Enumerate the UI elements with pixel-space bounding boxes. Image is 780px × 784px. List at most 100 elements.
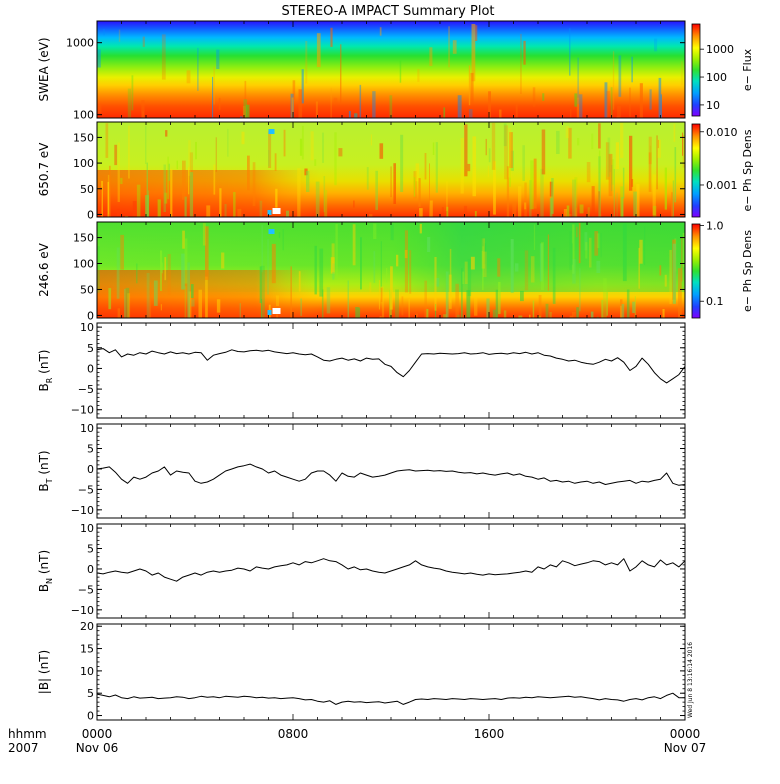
spectrogram-streak (638, 247, 640, 289)
bt-ytick-label: −10 (71, 504, 94, 517)
spectrogram-streak (131, 75, 134, 111)
spectrogram-streak (244, 80, 247, 118)
spectrogram-streak (373, 223, 377, 239)
spectrogram-streak (181, 253, 185, 290)
spectrogram-streak (608, 153, 613, 197)
spectrogram-streak (568, 127, 572, 159)
spectrogram-streak (598, 191, 600, 217)
br-ytick-label: 5 (87, 342, 94, 355)
spectrogram-streak (268, 130, 272, 168)
spectrogram-streak (659, 265, 662, 276)
spectrogram-streak (493, 161, 496, 215)
spectrogram-streak (415, 163, 420, 182)
spectrogram-streak (215, 137, 217, 172)
spectrogram-streak (591, 133, 594, 150)
spectrogram-streak (261, 225, 263, 273)
spectrogram-streak (259, 200, 263, 217)
spectrogram-streak (518, 315, 523, 318)
spectrogram-streak (443, 314, 447, 318)
spectrogram-streak (529, 314, 531, 318)
spectrogram-streak (261, 265, 265, 318)
spectrogram-streak (622, 167, 625, 199)
swea-ytick-label: 1000 (66, 37, 94, 50)
spectrogram-streak (586, 162, 591, 183)
spectrogram-streak (305, 41, 308, 84)
spectrogram-streak (401, 296, 404, 316)
spectrogram-streak (452, 40, 457, 54)
spectrogram-streak (448, 274, 452, 309)
spectrogram-streak (276, 314, 279, 318)
spectrogram-streak (483, 243, 486, 265)
pad246-ylabel: 246.6 eV (37, 242, 51, 297)
pad-246-colorbar (691, 223, 701, 319)
spectrogram-streak (671, 192, 673, 217)
spectrogram-streak (524, 202, 527, 210)
spectrogram-streak (369, 282, 372, 293)
spectrogram-streak (515, 263, 519, 272)
spectrogram-streak (498, 281, 501, 314)
spectrogram-streak (338, 148, 343, 157)
spectrogram-streak (221, 252, 225, 269)
spectrogram-streak (380, 241, 382, 287)
generation-timestamp: Wed Jun 8 13:16:14 2016 (687, 642, 694, 718)
data-gap-spot (272, 308, 281, 314)
spectrogram-streak (120, 177, 123, 184)
spectrogram-streak (597, 316, 599, 318)
bn-ytick-label: −5 (78, 583, 94, 596)
swea-colorbar-tick-label: 100 (706, 71, 727, 84)
spectrogram-streak (142, 111, 144, 118)
spectrogram-streak (213, 164, 216, 195)
data-gap-spot (268, 129, 275, 134)
spectrogram-streak (491, 123, 496, 170)
spectrogram-streak (108, 288, 112, 310)
spectrogram-streak (419, 223, 422, 234)
spectrogram-streak (492, 309, 497, 318)
spectrogram-streak (518, 186, 522, 217)
spectrogram-streak (464, 124, 468, 177)
spectrogram-streak (360, 237, 362, 290)
spectrogram-streak (457, 314, 461, 318)
spectrogram-streak (632, 301, 635, 313)
spectrogram-streak (634, 296, 636, 318)
spectrogram-streak (669, 249, 672, 304)
spectrogram-streak (648, 136, 652, 165)
spectrogram-streak (499, 109, 502, 118)
spectrogram-streak (598, 150, 601, 173)
spectrogram-streak (434, 257, 437, 311)
spectrogram-streak (566, 205, 570, 217)
spectrogram-streak (310, 131, 314, 161)
spectrogram-streak (673, 123, 676, 142)
bmag-ytick-label: 20 (80, 620, 94, 633)
spectrogram-streak (271, 243, 276, 284)
spectrogram-streak (626, 289, 630, 318)
spectrogram-streak (390, 266, 393, 310)
data-gap-spot (268, 229, 275, 234)
spectrogram-streak (529, 180, 532, 217)
spectrogram-streak (532, 87, 536, 107)
time-tick-label: 0000 (670, 727, 701, 741)
spectrogram-streak (551, 178, 554, 214)
spectrogram-streak (300, 298, 302, 316)
spectrogram-streak (633, 191, 637, 216)
spectrogram-streak (378, 280, 380, 310)
spectrogram-streak (400, 134, 404, 192)
spectrogram-streak (198, 289, 202, 318)
spectrogram-streak (386, 267, 388, 283)
spectrogram-streak (366, 167, 369, 190)
spectrogram-streak (304, 168, 308, 176)
bmag-ytick-label: 5 (87, 687, 94, 700)
spectrogram-streak (395, 289, 399, 318)
br-ytick-label: −10 (71, 404, 94, 417)
spectrogram-streak (682, 132, 684, 156)
spectrogram-streak (530, 256, 535, 283)
pad650-ytick-label: 0 (87, 208, 94, 221)
spectrogram-streak (116, 209, 120, 216)
spectrogram-streak (622, 223, 627, 282)
spectrogram-streak (549, 198, 553, 217)
spectrogram-streak (424, 153, 427, 180)
spectrogram-streak (290, 266, 292, 318)
swea-spectrogram (97, 21, 685, 118)
spectrogram-streak (471, 24, 476, 82)
spectrogram-streak (189, 172, 194, 217)
